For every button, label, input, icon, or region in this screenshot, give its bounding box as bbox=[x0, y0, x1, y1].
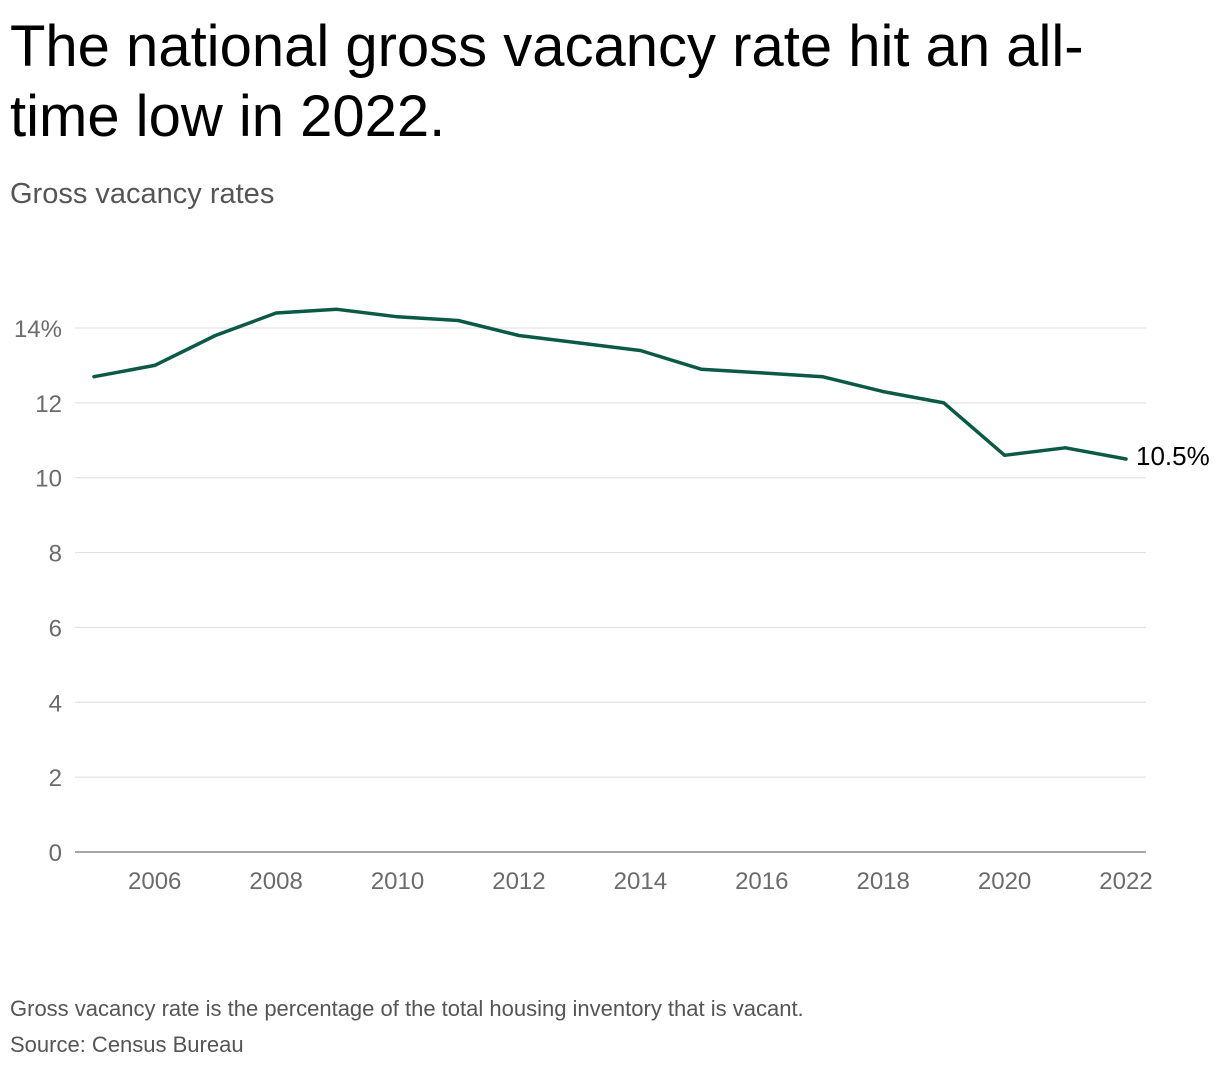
x-tick-label: 2010 bbox=[371, 868, 424, 895]
data-point bbox=[1063, 446, 1067, 450]
end-value-label: 10.5% bbox=[1136, 441, 1210, 471]
data-point bbox=[213, 333, 217, 337]
data-point bbox=[638, 348, 642, 352]
footnote: Gross vacancy rate is the percentage of … bbox=[10, 996, 804, 1021]
series-line bbox=[92, 307, 1128, 461]
line-chart: 0 2 4 6 8 10 12 14% 2006 2008 2010 2012 2014 2016 201… bbox=[14, 307, 1210, 895]
data-point bbox=[456, 319, 460, 323]
data-point bbox=[699, 367, 703, 371]
y-tick-label: 10 bbox=[35, 466, 62, 493]
data-point bbox=[578, 341, 582, 345]
y-tick-label: 12 bbox=[35, 391, 62, 418]
x-axis-ticks: 2006 2008 2010 2012 2014 2016 2018 2020 2022 bbox=[128, 868, 1153, 895]
y-tick-label: 0 bbox=[49, 840, 62, 867]
y-axis-ticks: 0 2 4 6 8 10 12 14% bbox=[14, 316, 62, 867]
data-point bbox=[92, 375, 96, 379]
x-tick-label: 2012 bbox=[492, 868, 545, 895]
chart-title: The national gross vacancy rate hit an a… bbox=[10, 14, 1084, 149]
data-points bbox=[92, 307, 1128, 461]
data-point bbox=[942, 401, 946, 405]
data-point bbox=[335, 307, 339, 311]
y-tick-label: 8 bbox=[49, 541, 62, 568]
data-point bbox=[820, 375, 824, 379]
x-tick-label: 2022 bbox=[1099, 868, 1152, 895]
data-point bbox=[881, 390, 885, 394]
y-tick-label: 14% bbox=[14, 316, 62, 343]
y-tick-label: 2 bbox=[49, 765, 62, 792]
data-point bbox=[153, 363, 157, 367]
data-point bbox=[760, 371, 764, 375]
chart-subtitle: Gross vacancy rates bbox=[10, 178, 275, 210]
x-tick-label: 2016 bbox=[735, 868, 788, 895]
source-note: Source: Census Bureau bbox=[10, 1032, 244, 1057]
y-tick-label: 4 bbox=[49, 690, 62, 717]
gridlines bbox=[75, 327, 1146, 778]
x-tick-label: 2014 bbox=[614, 868, 667, 895]
y-tick-label: 6 bbox=[49, 615, 62, 642]
x-tick-label: 2018 bbox=[856, 868, 909, 895]
data-point bbox=[1124, 457, 1128, 461]
x-tick-label: 2006 bbox=[128, 868, 181, 895]
data-point bbox=[517, 333, 521, 337]
data-point bbox=[1003, 453, 1007, 457]
x-tick-label: 2020 bbox=[978, 868, 1031, 895]
x-tick-label: 2008 bbox=[249, 868, 302, 895]
data-point bbox=[396, 315, 400, 319]
data-point bbox=[274, 311, 278, 315]
